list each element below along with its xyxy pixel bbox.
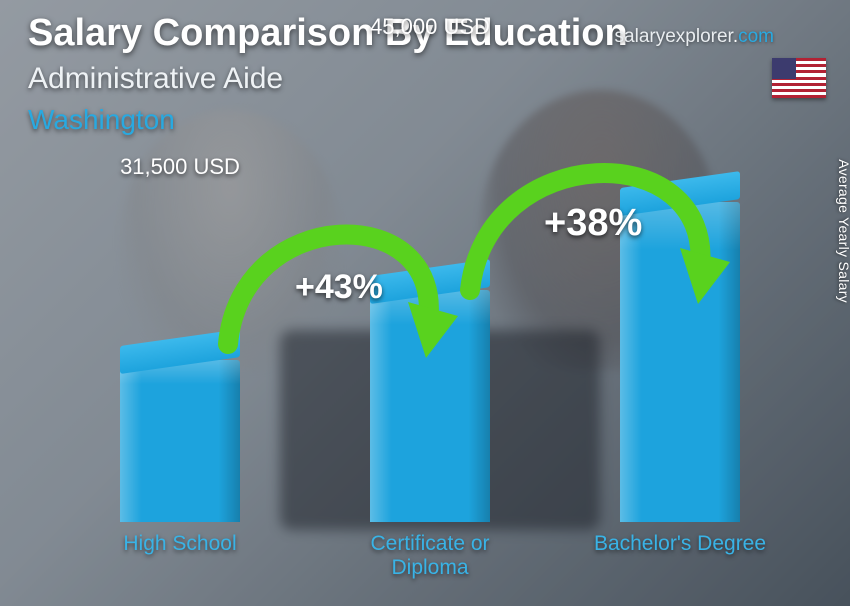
bar-top-0: [120, 329, 240, 374]
watermark: salaryexplorer.com: [615, 26, 774, 48]
infographic: Salary Comparison By Education Administr…: [0, 0, 850, 606]
y-axis-label: Average Yearly Salary: [836, 159, 850, 303]
bar-label-0: High School: [80, 532, 280, 556]
flag-icon: [772, 58, 826, 98]
watermark-prefix: salaryexplorer: [615, 26, 733, 47]
bar-value-0: 31,500 USD: [80, 154, 280, 180]
bar-label-2: Bachelor's Degree: [580, 532, 780, 556]
bar-label-1: Certificate or Diploma: [330, 532, 530, 580]
bar-top-2: [620, 171, 740, 216]
bar-chart: 31,500 USDHigh School45,000 USDCertifica…: [60, 140, 780, 580]
chart-subtitle: Administrative Aide: [28, 62, 283, 96]
bar-group-1: 45,000 USDCertificate or Diploma: [350, 290, 510, 522]
bar-2: [620, 202, 740, 522]
chart-location: Washington: [28, 104, 175, 136]
watermark-suffix: com: [738, 26, 774, 47]
bar-group-0: 31,500 USDHigh School: [100, 360, 260, 522]
bar-top-1: [370, 259, 490, 304]
bar-group-2: 62,200 USDBachelor's Degree: [600, 202, 760, 522]
bar-1: [370, 290, 490, 522]
bar-0: [120, 360, 240, 522]
bar-value-1: 45,000 USD: [330, 14, 530, 40]
chart-title: Salary Comparison By Education: [28, 12, 628, 55]
